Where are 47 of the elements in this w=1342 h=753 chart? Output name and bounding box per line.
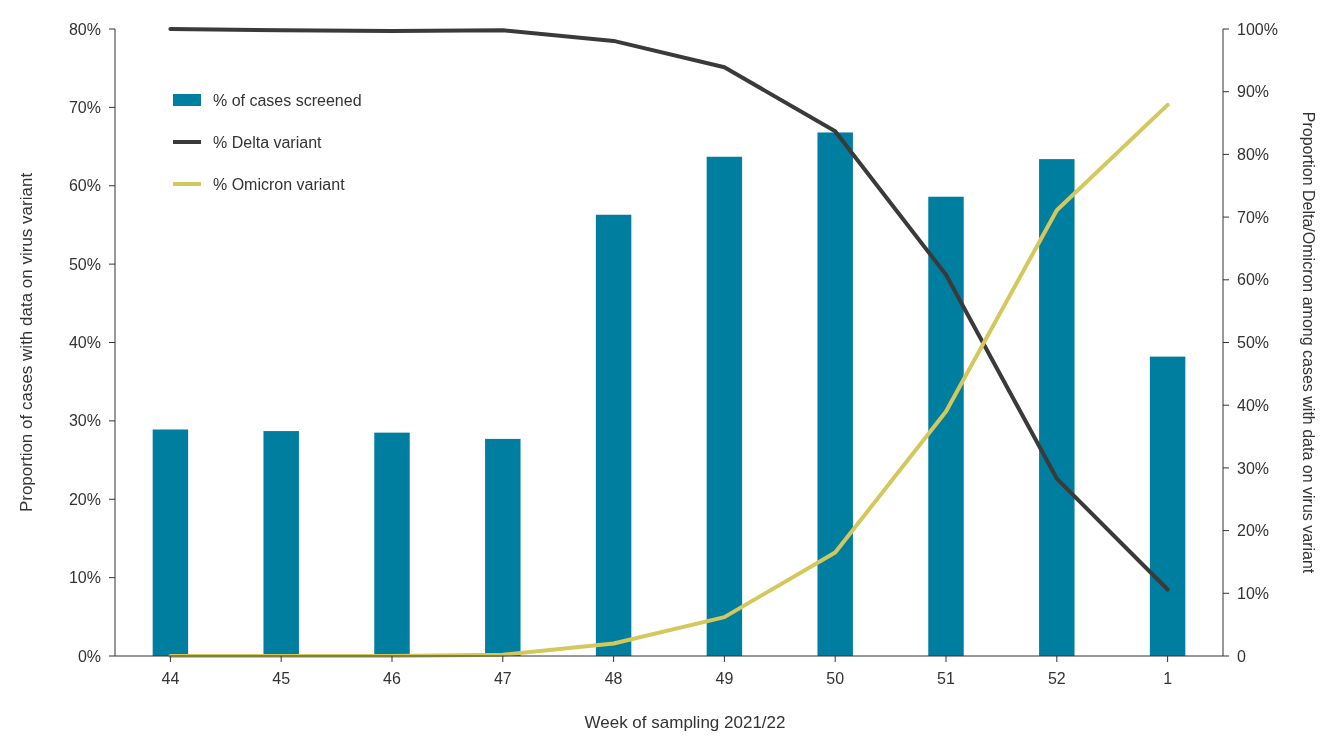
y-tick-label: 10%: [68, 569, 101, 587]
y2-tick-label: 50%: [1237, 334, 1270, 352]
legend-label: % of cases screened: [213, 91, 362, 109]
x-tick-label: 44: [161, 670, 180, 687]
y2-tick-label: 80%: [1237, 146, 1270, 163]
x-tick-label: 47: [493, 670, 512, 687]
x-axis-title: Week of sampling 2021/22: [584, 713, 786, 732]
x-tick-label: 50: [826, 670, 845, 687]
y-tick-label: 60%: [68, 177, 101, 195]
y2-tick-label: 0: [1237, 647, 1246, 665]
x-tick-label: 52: [1047, 670, 1066, 687]
y2-tick-label: 70%: [1237, 208, 1270, 226]
line-series: [168, 27, 1170, 592]
bar: [595, 214, 632, 656]
bar: [817, 132, 853, 656]
bar: [1039, 159, 1075, 656]
bar: [374, 432, 410, 656]
x-tick-label: 45: [272, 670, 291, 687]
legend-label: % Delta variant: [213, 133, 323, 151]
x-tick-label: 49: [715, 670, 734, 687]
bar: [263, 431, 299, 656]
y2-tick-label: 20%: [1237, 522, 1270, 540]
y-tick-label: 80%: [68, 20, 101, 38]
y2-axis-title: Proportion Delta/Omicron among cases with data on virus variant: [1300, 111, 1317, 574]
y-tick-label: 30%: [68, 412, 101, 430]
x-tick-label: 46: [383, 670, 401, 687]
bar: [706, 156, 743, 656]
legend-label: % Omicron variant: [213, 175, 346, 193]
y-axis-title: Proportion of cases with data on virus variant: [17, 172, 36, 513]
bar: [928, 196, 964, 656]
y-tick-label: 0%: [77, 647, 101, 665]
y-tick-label: 40%: [68, 334, 101, 352]
y2-tick-label: 60%: [1237, 271, 1270, 289]
y2-tick-label: 10%: [1237, 584, 1270, 602]
x-tick-label: 1: [1163, 670, 1173, 687]
y2-tick-label: 40%: [1237, 396, 1270, 414]
bar: [485, 438, 521, 656]
y-tick-label: 20%: [68, 490, 101, 508]
y-tick-label: 50%: [68, 255, 101, 273]
y-tick-label: 70%: [68, 98, 101, 116]
y2-tick-label: 90%: [1237, 83, 1270, 101]
x-tick-label: 51: [937, 670, 955, 687]
y2-tick-label: 30%: [1237, 459, 1270, 477]
bar: [152, 429, 189, 656]
x-tick-label: 48: [604, 670, 623, 687]
y2-tick-label: 100%: [1237, 20, 1278, 38]
bar: [1149, 356, 1186, 656]
